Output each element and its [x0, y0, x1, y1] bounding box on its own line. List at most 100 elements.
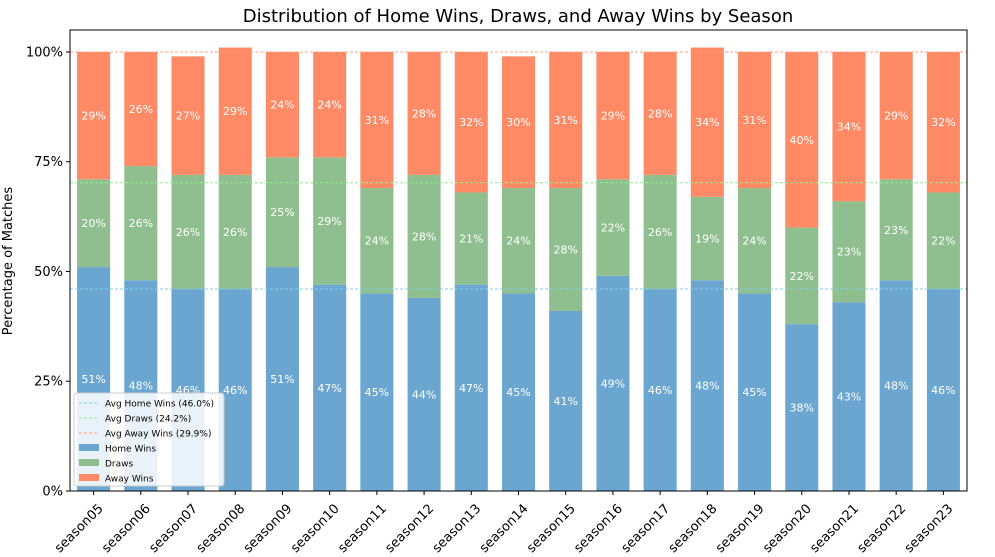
bar-away-wins-season18: [690, 47, 724, 197]
bar-away-wins-season20: [785, 51, 819, 228]
data-label-home-wins-season05: 51%: [81, 373, 105, 386]
bar-draws-season10: [313, 157, 347, 285]
data-label-away-wins-season07: 27%: [176, 110, 200, 123]
x-tick-label-season14: season14: [477, 501, 532, 556]
legend-entry-label: Avg Home Wins (46.0%): [105, 400, 214, 410]
data-label-home-wins-season14: 45%: [506, 386, 530, 399]
data-label-draws-season08: 26%: [223, 226, 247, 239]
data-label-draws-season17: 26%: [648, 226, 672, 239]
x-tick-label-season06: season06: [99, 501, 154, 556]
bar-away-wins-season17: [643, 51, 677, 175]
data-labels-layer: 51% 20% 29% 48% 26% 26% 46% 26% 27% 46% 26% 29% 51% 2…: [81, 99, 955, 415]
data-label-draws-season16: 22%: [601, 222, 625, 235]
bar-draws-season12: [407, 174, 441, 298]
bar-away-wins-season23: [926, 51, 960, 193]
chart-title: Distribution of Home Wins, Draws, and Aw…: [243, 6, 794, 27]
x-tick-label-season23: season23: [902, 501, 957, 556]
legend-box: [73, 392, 225, 487]
data-label-home-wins-season06: 48%: [129, 380, 153, 393]
y-tick-label: 25%: [34, 375, 63, 390]
data-label-away-wins-season23: 32%: [931, 116, 955, 129]
data-label-away-wins-season22: 29%: [884, 110, 908, 123]
x-tick-label-season05: season05: [52, 501, 107, 556]
bar-away-wins-season22: [879, 51, 913, 180]
x-tick-label-season12: season12: [383, 501, 438, 556]
bar-draws-season19: [738, 188, 772, 294]
data-label-away-wins-season21: 34%: [837, 121, 861, 134]
bar-away-wins-season19: [738, 51, 772, 189]
x-tick-label-season09: season09: [241, 501, 296, 556]
data-label-away-wins-season13: 32%: [459, 116, 483, 129]
legend-color-swatch: [79, 444, 99, 451]
bar-away-wins-season05: [77, 51, 111, 180]
data-label-draws-season07: 26%: [176, 226, 200, 239]
x-tick-label-season07: season07: [146, 501, 201, 556]
data-label-draws-season05: 20%: [81, 217, 105, 230]
bar-home-wins-season12: [407, 297, 441, 491]
bar-draws-season14: [501, 188, 536, 294]
bar-draws-season20: [785, 227, 819, 325]
data-label-draws-season21: 23%: [837, 246, 861, 259]
bar-away-wins-season11: [360, 51, 394, 189]
bar-draws-season22: [879, 179, 913, 281]
x-tick-label-season17: season17: [619, 501, 674, 556]
x-tick-label-season11: season11: [335, 501, 390, 556]
x-tick-label-season22: season22: [855, 501, 910, 556]
bar-draws-season11: [360, 188, 394, 294]
data-label-home-wins-season11: 45%: [365, 386, 389, 399]
x-tick-label-season16: season16: [571, 501, 626, 556]
legend-color-swatch: [79, 459, 99, 466]
bar-home-wins-season15: [549, 310, 583, 491]
data-label-away-wins-season05: 29%: [81, 110, 105, 123]
data-label-away-wins-season09: 24%: [270, 99, 294, 112]
x-tick-label-season18: season18: [666, 501, 721, 556]
bar-home-wins-season20: [785, 324, 819, 491]
bar-home-wins-season14: [501, 293, 536, 491]
bar-draws-season16: [596, 179, 630, 276]
bar-away-wins-season08: [218, 47, 252, 175]
bar-home-wins-season10: [313, 284, 347, 491]
data-label-draws-season10: 29%: [317, 215, 341, 228]
data-label-home-wins-season20: 38%: [790, 402, 814, 415]
bar-away-wins-season09: [265, 51, 299, 158]
bar-draws-season17: [643, 174, 677, 290]
data-label-away-wins-season18: 34%: [695, 116, 719, 129]
data-label-draws-season09: 25%: [270, 206, 294, 219]
data-label-draws-season06: 26%: [129, 217, 153, 230]
data-label-away-wins-season08: 29%: [223, 105, 247, 118]
bar-home-wins-season17: [643, 289, 677, 491]
x-tick-label-season10: season10: [288, 501, 343, 556]
bar-away-wins-season06: [124, 51, 158, 167]
data-label-away-wins-season15: 31%: [553, 114, 577, 127]
x-tick-label-season21: season21: [807, 501, 862, 556]
bar-home-wins-season18: [690, 280, 724, 491]
x-tick-label-season13: season13: [430, 501, 485, 556]
data-label-draws-season23: 22%: [931, 235, 955, 248]
legend-entry-label: Home Wins: [105, 445, 156, 455]
legend-entry-label: Avg Away Wins (29.9%): [105, 430, 211, 440]
legend-entry-label: Away Wins: [105, 475, 154, 485]
bar-draws-season23: [926, 192, 960, 290]
data-label-home-wins-season17: 46%: [648, 384, 672, 397]
data-label-draws-season22: 23%: [884, 224, 908, 237]
bars-layer: [77, 47, 960, 491]
x-tick-label-season20: season20: [760, 501, 815, 556]
bar-home-wins-season09: [265, 267, 299, 491]
legend-entry-label: Draws: [105, 460, 134, 470]
bar-home-wins-season23: [926, 289, 960, 491]
bar-away-wins-season21: [832, 51, 866, 202]
data-label-home-wins-season08: 46%: [223, 384, 247, 397]
data-label-away-wins-season17: 28%: [648, 107, 672, 120]
bar-away-wins-season10: [313, 51, 347, 158]
y-tick-label: 0%: [42, 485, 63, 500]
bar-draws-season08: [218, 174, 252, 290]
data-label-draws-season15: 28%: [553, 244, 577, 257]
bar-home-wins-season13: [454, 284, 488, 491]
data-label-home-wins-season13: 47%: [459, 382, 483, 395]
data-label-away-wins-season20: 40%: [790, 134, 814, 147]
x-axis: season05season06season07season08season09…: [52, 491, 956, 556]
bar-home-wins-season16: [596, 275, 630, 491]
bar-away-wins-season13: [454, 51, 488, 193]
legend: Avg Home Wins (46.0%) Avg Draws (24.2%) Av…: [73, 392, 225, 487]
